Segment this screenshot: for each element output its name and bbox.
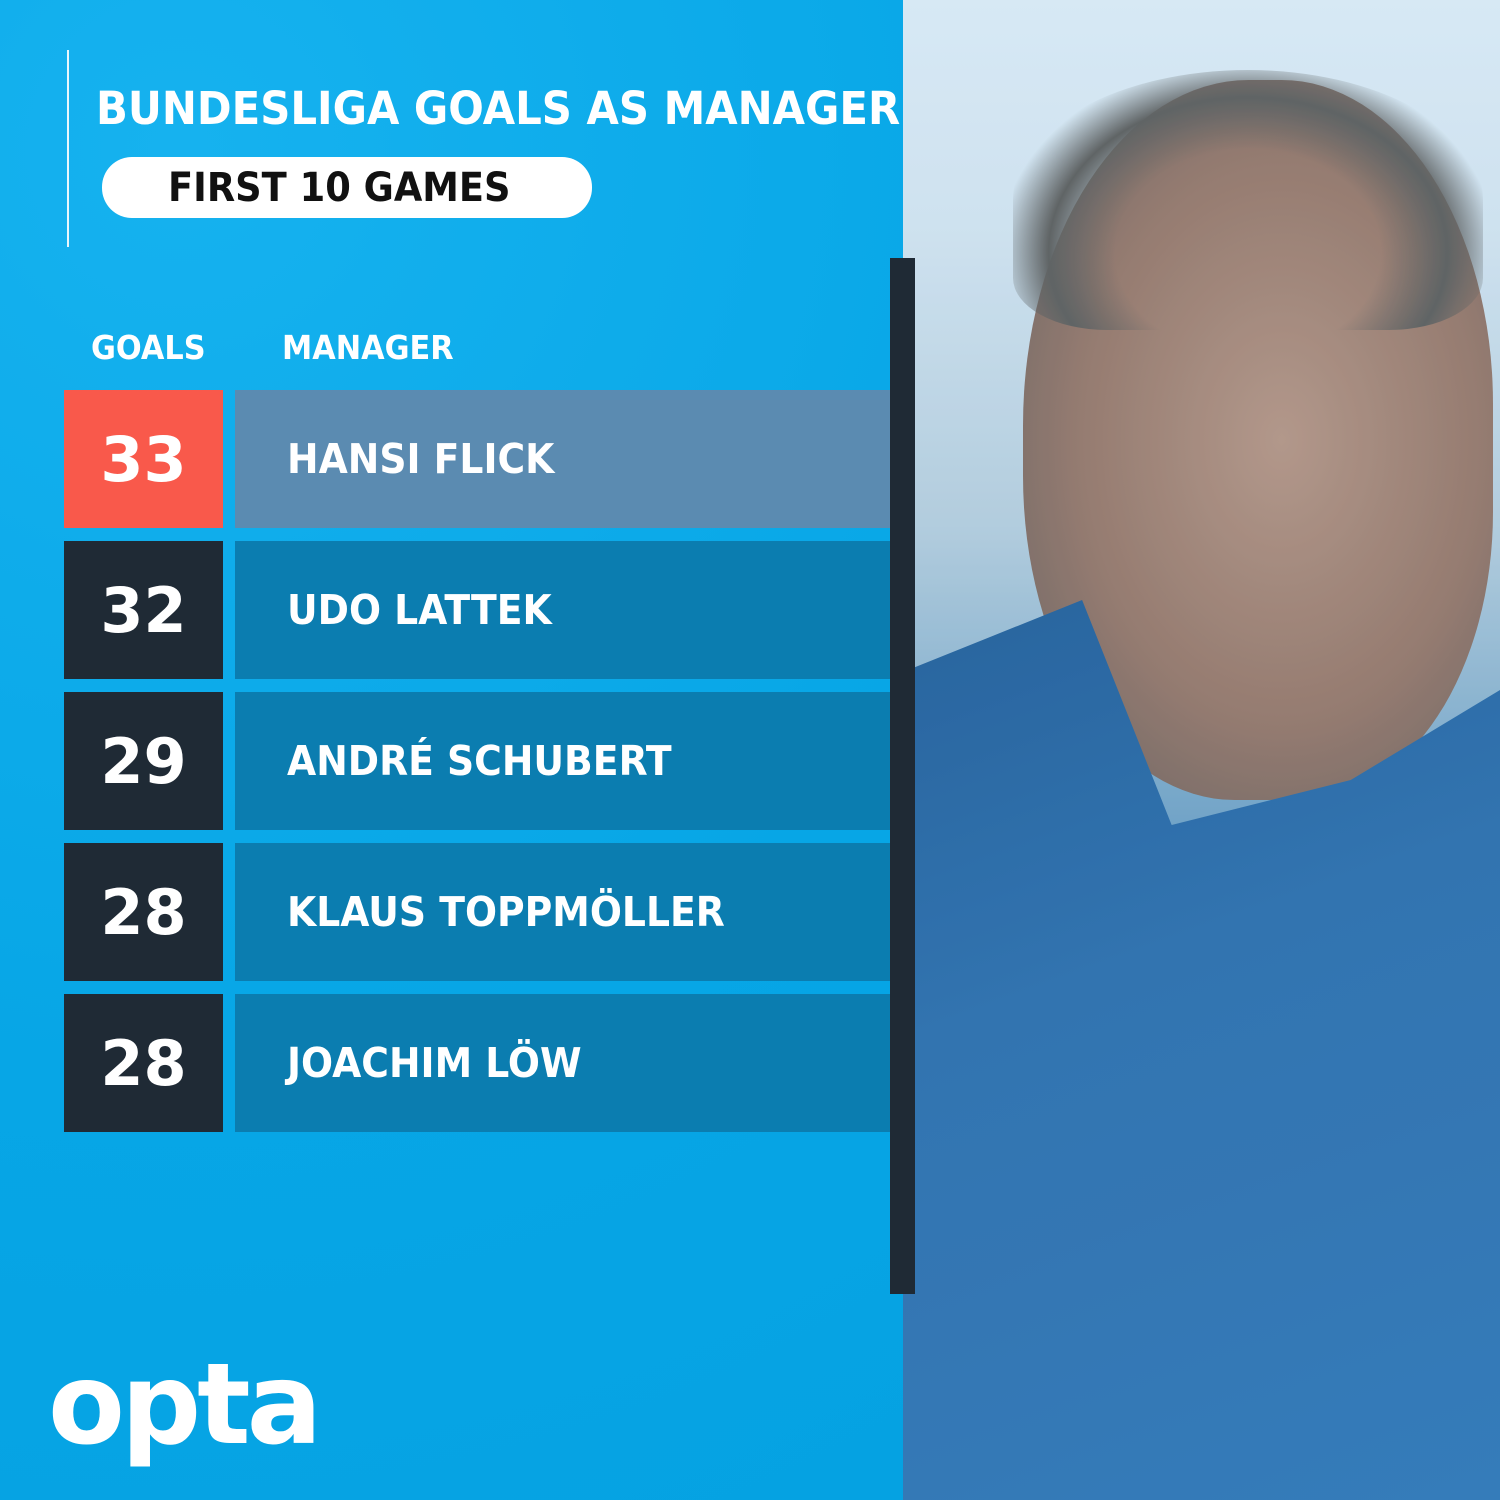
goals-value: 32 — [64, 541, 223, 679]
table-row: 28 JOACHIM LÖW — [64, 994, 890, 1132]
manager-name-box: UDO LATTEK — [235, 541, 890, 679]
manager-name: ANDRÉ SCHUBERT — [287, 737, 672, 785]
chart-subtitle: FIRST 10 GAMES — [168, 165, 511, 211]
manager-name: HANSI FLICK — [287, 435, 555, 483]
photo-hair — [1013, 70, 1483, 330]
goals-value: 28 — [64, 843, 223, 981]
manager-name: JOACHIM LÖW — [287, 1039, 582, 1087]
header-goals: GOALS — [91, 328, 206, 367]
table-row: 32 UDO LATTEK — [64, 541, 890, 679]
divider-bar — [890, 258, 915, 1294]
manager-photo — [903, 0, 1500, 1500]
manager-name-box: ANDRÉ SCHUBERT — [235, 692, 890, 830]
opta-logo: opta — [48, 1340, 322, 1470]
table-row: 28 KLAUS TOPPMÖLLER — [64, 843, 890, 981]
table-row: 29 ANDRÉ SCHUBERT — [64, 692, 890, 830]
header-manager: MANAGER — [282, 328, 454, 367]
manager-name: UDO LATTEK — [287, 586, 552, 634]
title-accent-line — [67, 50, 69, 247]
goals-value: 33 — [64, 390, 223, 528]
manager-name-box: KLAUS TOPPMÖLLER — [235, 843, 890, 981]
subtitle-pill: FIRST 10 GAMES — [102, 157, 592, 218]
manager-name-box: JOACHIM LÖW — [235, 994, 890, 1132]
manager-name-box: HANSI FLICK — [235, 390, 890, 528]
goals-value: 29 — [64, 692, 223, 830]
chart-title: BUNDESLIGA GOALS AS MANAGER — [96, 82, 901, 135]
photo-tint — [903, 0, 1500, 1500]
table-row: 33 HANSI FLICK — [64, 390, 890, 528]
goals-value: 28 — [64, 994, 223, 1132]
manager-name: KLAUS TOPPMÖLLER — [287, 888, 725, 936]
